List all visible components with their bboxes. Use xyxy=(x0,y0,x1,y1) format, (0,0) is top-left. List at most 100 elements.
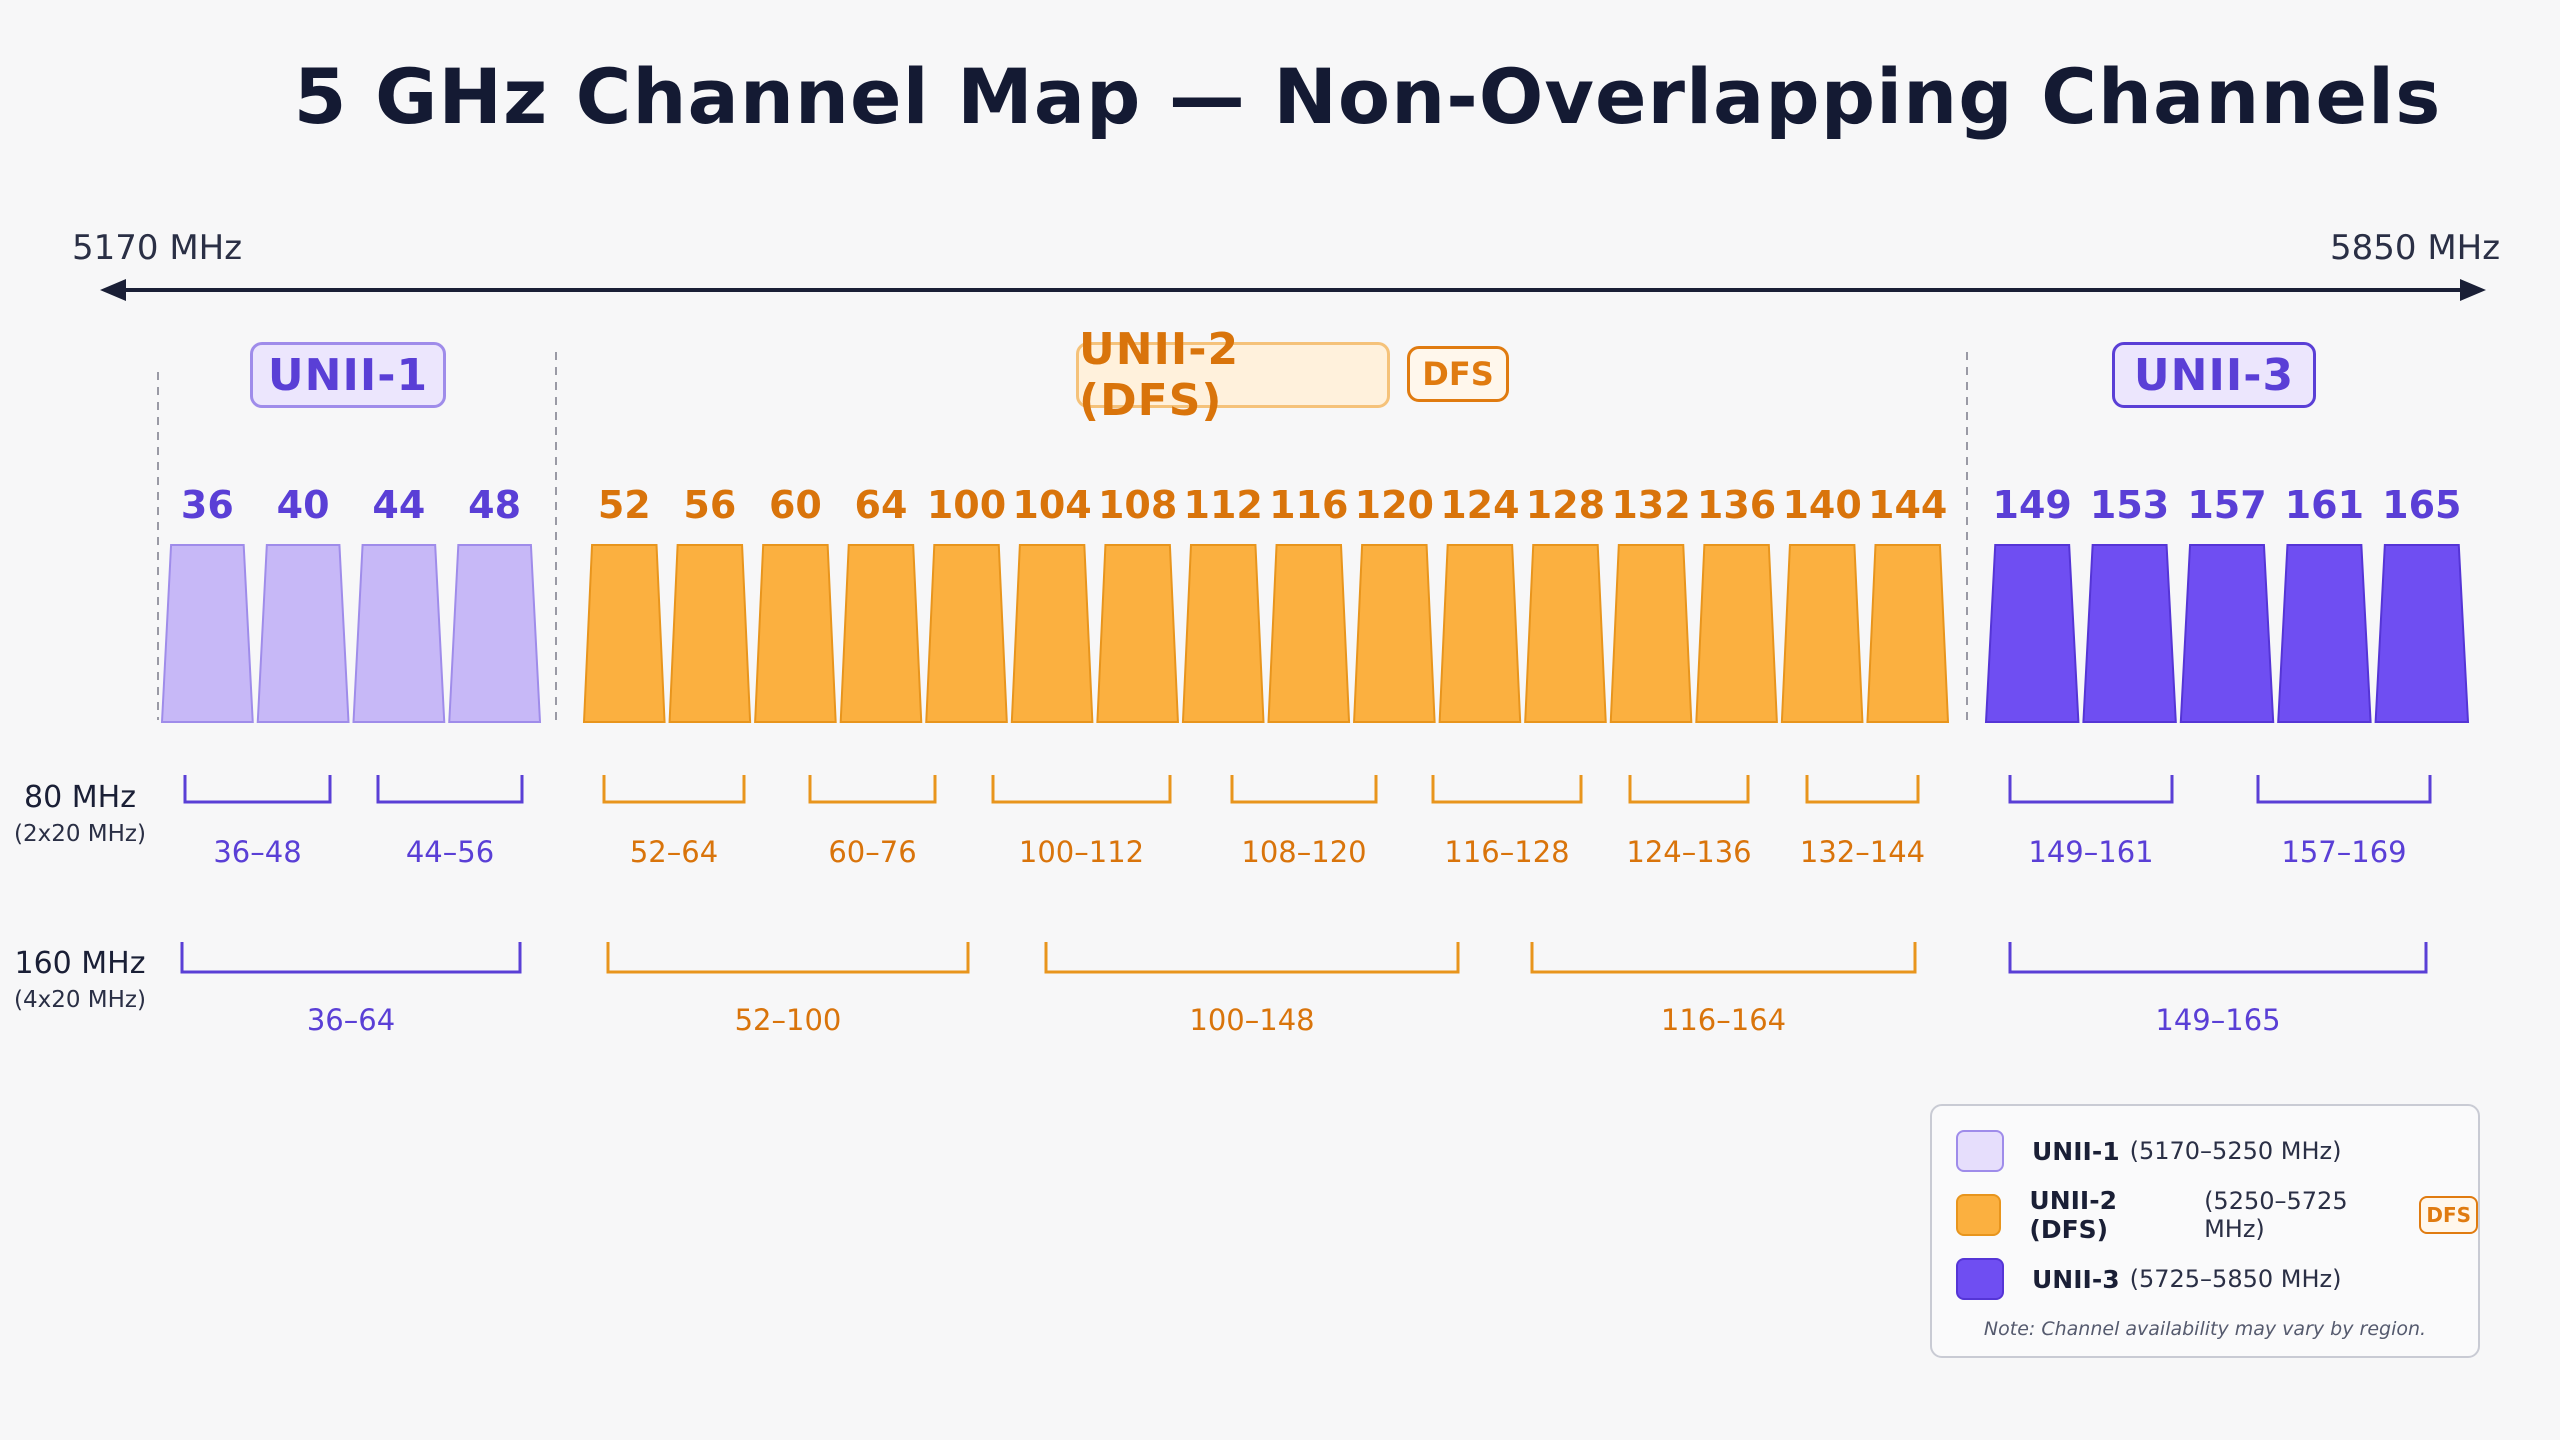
w80-bracket-label: 60–76 xyxy=(828,835,916,869)
channel-number-120: 120 xyxy=(1355,483,1434,527)
channel-block-104 xyxy=(1010,544,1094,723)
w160-bracket xyxy=(606,942,970,974)
channel-number-128: 128 xyxy=(1526,483,1605,527)
channel-block-144 xyxy=(1866,544,1950,723)
channel-number-60: 60 xyxy=(769,483,822,527)
legend-dfs-badge: DFS xyxy=(2419,1196,2478,1234)
w160-bracket xyxy=(1530,942,1917,974)
w80-bracket-label: 132–144 xyxy=(1800,835,1925,869)
legend-name: UNII-3 xyxy=(2032,1264,2120,1294)
w80-bracket xyxy=(1805,775,1920,804)
w160-bracket-label: 149–165 xyxy=(2155,1003,2280,1037)
w80-bracket-label: 36–48 xyxy=(213,835,301,869)
channel-number-165: 165 xyxy=(2382,483,2461,527)
legend-item-unii3: UNII-3 (5725–5850 MHz) xyxy=(1956,1256,2341,1302)
axis-arrow-left-icon xyxy=(100,279,126,301)
channel-block-124 xyxy=(1438,544,1522,723)
page-title: 5 GHz Channel Map — Non-Overlapping Chan… xyxy=(293,52,2442,141)
row-label-160mhz-sub: (4x20 MHz) xyxy=(14,987,146,1013)
channel-block-149 xyxy=(1984,544,2080,723)
w80-bracket xyxy=(1230,775,1378,804)
channel-number-44: 44 xyxy=(372,483,425,527)
w80-bracket-label: 157–169 xyxy=(2281,835,2406,869)
w80-bracket-label: 108–120 xyxy=(1241,835,1366,869)
channel-block-153 xyxy=(2082,544,2177,723)
channel-number-144: 144 xyxy=(1868,483,1947,527)
legend-range: (5170–5250 MHz) xyxy=(2129,1137,2342,1165)
channel-block-48 xyxy=(448,544,542,723)
legend-name: UNII-1 xyxy=(2032,1136,2120,1166)
channel-block-36 xyxy=(160,544,254,723)
legend-item-unii2: UNII-2 (DFS) (5250–5725 MHz) DFS xyxy=(1956,1186,2478,1244)
channel-number-132: 132 xyxy=(1611,483,1690,527)
channel-number-52: 52 xyxy=(598,483,651,527)
w80-bracket-label: 44–56 xyxy=(406,835,494,869)
channel-number-157: 157 xyxy=(2187,483,2266,527)
row-label-80mhz-sub: (2x20 MHz) xyxy=(14,821,146,847)
channel-number-124: 124 xyxy=(1440,483,1519,527)
legend-swatch-unii1 xyxy=(1956,1130,2004,1172)
w80-bracket xyxy=(808,775,937,804)
channel-block-52 xyxy=(582,544,666,723)
w160-bracket xyxy=(180,942,522,974)
channel-number-153: 153 xyxy=(2090,483,2169,527)
w80-bracket-label: 52–64 xyxy=(630,835,718,869)
channel-number-136: 136 xyxy=(1697,483,1776,527)
channel-block-100 xyxy=(925,544,1008,723)
channel-number-161: 161 xyxy=(2285,483,2364,527)
w160-bracket xyxy=(2008,942,2428,974)
row-label-160mhz-title: 160 MHz xyxy=(14,946,146,981)
channel-number-100: 100 xyxy=(927,483,1006,527)
legend-swatch-unii3 xyxy=(1956,1258,2004,1300)
w80-bracket-label: 149–161 xyxy=(2028,835,2153,869)
channel-number-112: 112 xyxy=(1184,483,1263,527)
legend: UNII-1 (5170–5250 MHz) UNII-2 (DFS) (525… xyxy=(1930,1104,2480,1358)
w80-bracket-label: 124–136 xyxy=(1626,835,1751,869)
channel-block-108 xyxy=(1096,544,1179,723)
w80-bracket xyxy=(1431,775,1583,804)
row-label-160mhz: 160 MHz (4x20 MHz) xyxy=(0,946,160,1013)
channel-block-128 xyxy=(1524,544,1607,723)
freq-end-label: 5850 MHz xyxy=(2330,228,2501,268)
channel-number-116: 116 xyxy=(1269,483,1348,527)
w160-bracket-label: 52–100 xyxy=(735,1003,842,1037)
legend-item-unii1: UNII-1 (5170–5250 MHz) xyxy=(1956,1128,2341,1174)
channel-block-60 xyxy=(754,544,837,723)
channel-block-112 xyxy=(1181,544,1265,723)
channel-block-44 xyxy=(352,544,446,723)
legend-note: Note: Channel availability may vary by r… xyxy=(1983,1318,2427,1340)
legend-swatch-unii2 xyxy=(1956,1194,2002,1236)
w80-bracket xyxy=(183,775,332,804)
channel-block-120 xyxy=(1353,544,1436,723)
w80-bracket xyxy=(2256,775,2432,804)
channel-number-48: 48 xyxy=(468,483,521,527)
band-label-unii2: UNII-2 (DFS) xyxy=(1076,324,1390,426)
channel-number-64: 64 xyxy=(855,483,908,527)
channel-block-132 xyxy=(1609,544,1693,723)
w160-bracket-label: 36–64 xyxy=(307,1003,395,1037)
channel-block-40 xyxy=(256,544,350,723)
w80-bracket xyxy=(2008,775,2174,804)
w80-bracket xyxy=(602,775,746,804)
w160-bracket-label: 100–148 xyxy=(1189,1003,1314,1037)
channel-number-104: 104 xyxy=(1012,483,1091,527)
legend-name: UNII-2 (DFS) xyxy=(2029,1186,2118,1244)
band-label-unii1: UNII-1 xyxy=(250,342,446,408)
channel-block-56 xyxy=(668,544,752,723)
axis-arrow-right-icon xyxy=(2460,279,2486,301)
legend-range: (5725–5850 MHz) xyxy=(2129,1265,2342,1293)
legend-range: (5250–5725 MHz) xyxy=(2204,1187,2348,1243)
row-label-80mhz: 80 MHz (2x20 MHz) xyxy=(0,780,160,847)
freq-start-label: 5170 MHz xyxy=(72,228,243,268)
channel-block-136 xyxy=(1695,544,1778,723)
channel-number-56: 56 xyxy=(683,483,736,527)
w80-bracket xyxy=(991,775,1172,804)
channel-block-116 xyxy=(1267,544,1351,723)
channel-number-140: 140 xyxy=(1782,483,1861,527)
channel-block-161 xyxy=(2277,544,2372,723)
channel-block-64 xyxy=(839,544,923,723)
w160-bracket-label: 116–164 xyxy=(1661,1003,1786,1037)
channel-number-149: 149 xyxy=(1993,483,2072,527)
w80-bracket-label: 116–128 xyxy=(1444,835,1569,869)
